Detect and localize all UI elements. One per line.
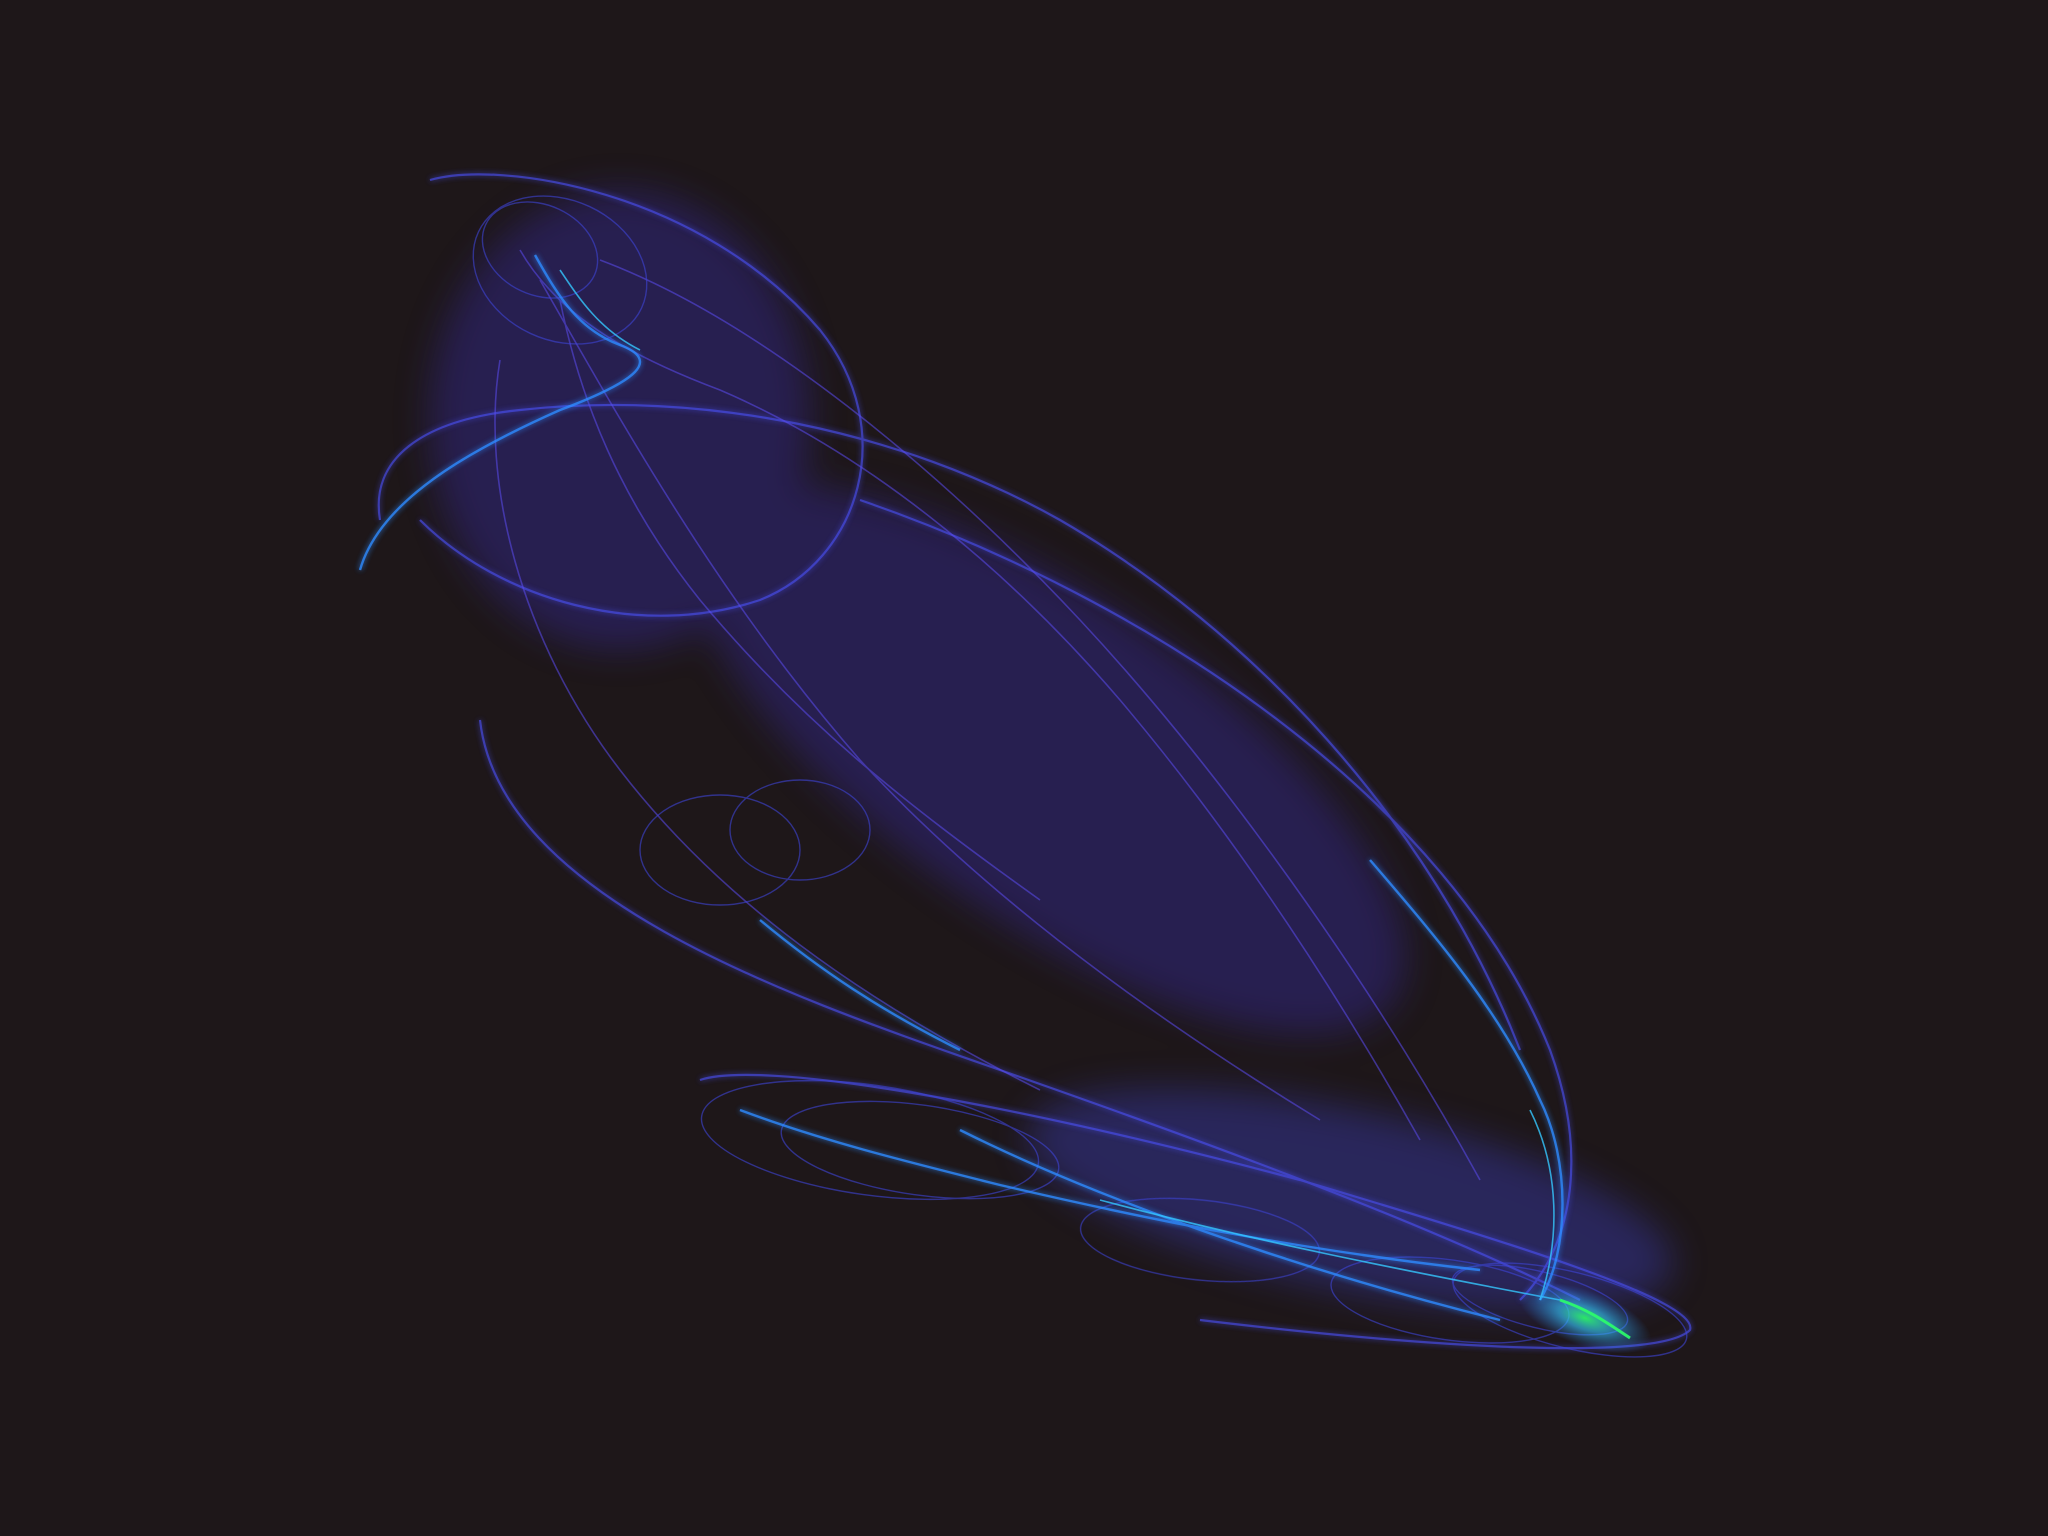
spiral-rings: [472, 195, 1688, 1358]
highlight-filaments: [358, 254, 1564, 1322]
inner-ribbons: [494, 249, 1481, 1181]
cyan-accents: [559, 269, 1561, 1301]
haze-layer: [430, 190, 1674, 1312]
density-hotspot: [1518, 1282, 1652, 1354]
